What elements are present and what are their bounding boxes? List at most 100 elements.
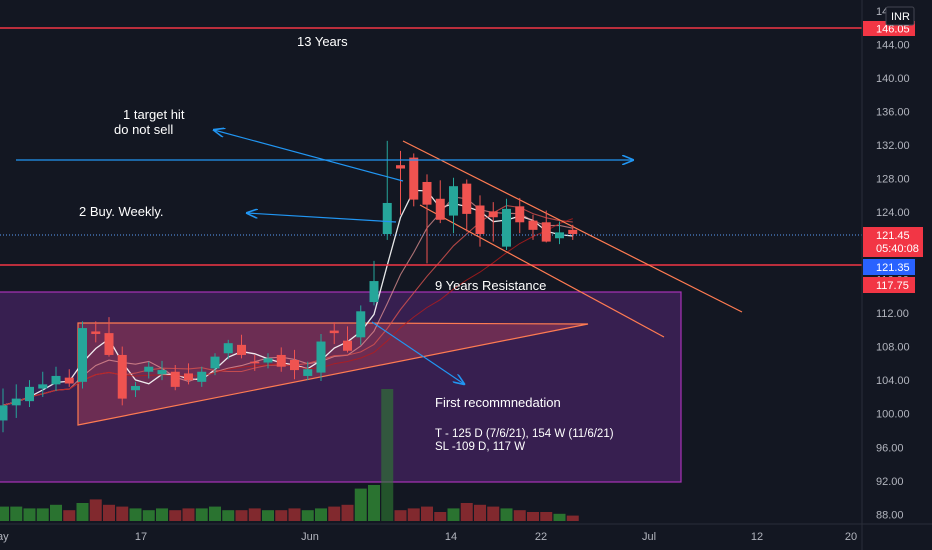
candle-body [396, 165, 405, 169]
candle-body [197, 371, 207, 382]
svg-text:117.75: 117.75 [876, 280, 909, 292]
candle-body [117, 354, 127, 399]
candle-body [104, 333, 114, 355]
volume-bar [301, 510, 314, 521]
candle-body [0, 405, 8, 421]
volume-bar [89, 499, 102, 521]
x-tick-label: 20 [845, 531, 857, 543]
candle-body [303, 369, 313, 376]
candle-body [502, 208, 511, 247]
volume-bar [275, 510, 288, 521]
note-do-not-sell: do not sell [114, 122, 173, 137]
currency-button[interactable]: INR [885, 6, 915, 26]
volume-bar [553, 513, 566, 521]
volume-bar [328, 506, 341, 521]
last-price-badge: 121.45 05:40:08 [863, 227, 923, 257]
y-tick-label: 96.00 [876, 442, 904, 454]
candle-body [541, 222, 551, 242]
svg-text:121.35: 121.35 [876, 262, 910, 274]
volume-bar [116, 506, 129, 521]
x-tick-label: 22 [535, 531, 547, 543]
volume-bar [209, 506, 221, 521]
candle-body [528, 220, 538, 230]
x-tick-label: Jun [301, 531, 319, 543]
volume-bar [407, 508, 420, 521]
note-target-hit: 1 target hit [123, 107, 185, 122]
y-tick-label: 100.00 [876, 409, 910, 421]
volume-bar [222, 510, 235, 521]
candlesticks [0, 140, 578, 433]
candle-body [316, 341, 326, 373]
candle-body [449, 186, 458, 216]
candle-body [25, 386, 34, 402]
volume-bar [288, 508, 301, 521]
volume-bar [341, 504, 354, 521]
x-tick-label: Jul [642, 531, 656, 543]
volume-bar [368, 485, 380, 521]
candle-body [555, 232, 564, 239]
volume-bar [36, 508, 49, 521]
y-tick-label: 136.00 [876, 106, 910, 118]
candle-body [462, 183, 472, 214]
volume-bar [169, 510, 182, 521]
ascending-triangle-drawing[interactable] [77, 322, 589, 426]
volume-bar [315, 508, 327, 521]
y-tick-label: 140.00 [876, 73, 910, 85]
x-tick-label: 14 [445, 531, 457, 543]
y-tick-label: 104.00 [876, 375, 910, 387]
volume-bar [262, 510, 274, 521]
volume-bar [421, 506, 433, 521]
price-badge-121: 121.35 [863, 259, 915, 275]
candle-body [329, 330, 339, 334]
candle-body [422, 181, 432, 205]
volume-bar [460, 503, 473, 521]
target-hit-arrow[interactable] [214, 130, 404, 182]
volume-bar [500, 508, 513, 521]
y-tick-label: 132.00 [876, 140, 910, 152]
x-axis-ticks: ay 17 Jun 14 22 Jul 12 20 [0, 531, 857, 543]
note-13-years: 13 Years [297, 34, 348, 49]
candle-body [184, 373, 193, 381]
candle-body [210, 356, 220, 369]
candle-body [475, 205, 485, 235]
y-tick-label: 144.00 [876, 39, 910, 51]
candle-body [356, 311, 366, 338]
candle-body [38, 384, 48, 389]
volume-bar [63, 510, 76, 521]
y-tick-label: 112.00 [876, 308, 909, 320]
candle-body [263, 358, 273, 363]
buy-weekly-arrow[interactable] [247, 213, 397, 223]
volume-bar [248, 508, 261, 521]
volume-bar [23, 508, 36, 521]
volume-bar [513, 510, 526, 521]
y-tick-label: 108.00 [876, 342, 910, 354]
y-tick-label: 124.00 [876, 207, 910, 219]
volume-bars [0, 389, 579, 521]
candle-body [51, 375, 61, 385]
moving-average-line [2, 218, 573, 406]
y-tick-label: 88.00 [876, 510, 904, 522]
price-badge-117: 117.75 [863, 277, 915, 293]
volume-bar [195, 508, 208, 521]
volume-bar [474, 504, 486, 521]
volume-bar [487, 506, 500, 521]
y-tick-label: 128.00 [876, 174, 910, 186]
candle-body [435, 198, 445, 220]
note-buy-weekly: 2 Buy. Weekly. [79, 204, 164, 219]
volume-bar [447, 508, 460, 521]
svg-text:146.05: 146.05 [876, 24, 910, 36]
candle-body [237, 344, 246, 355]
volume-bar [235, 510, 248, 521]
note-9-years-resistance: 9 Years Resistance [435, 278, 546, 293]
volume-bar [76, 503, 89, 521]
candle-body [11, 398, 21, 406]
volume-bar [10, 506, 23, 521]
volume-bar [142, 510, 155, 521]
volume-bar [0, 506, 9, 521]
first-recommendation-arrow[interactable] [371, 321, 464, 384]
candle-body [343, 340, 352, 351]
svg-text:05:40:08: 05:40:08 [876, 243, 919, 255]
channel-lower-line[interactable] [419, 204, 665, 338]
candle-body [91, 331, 101, 334]
